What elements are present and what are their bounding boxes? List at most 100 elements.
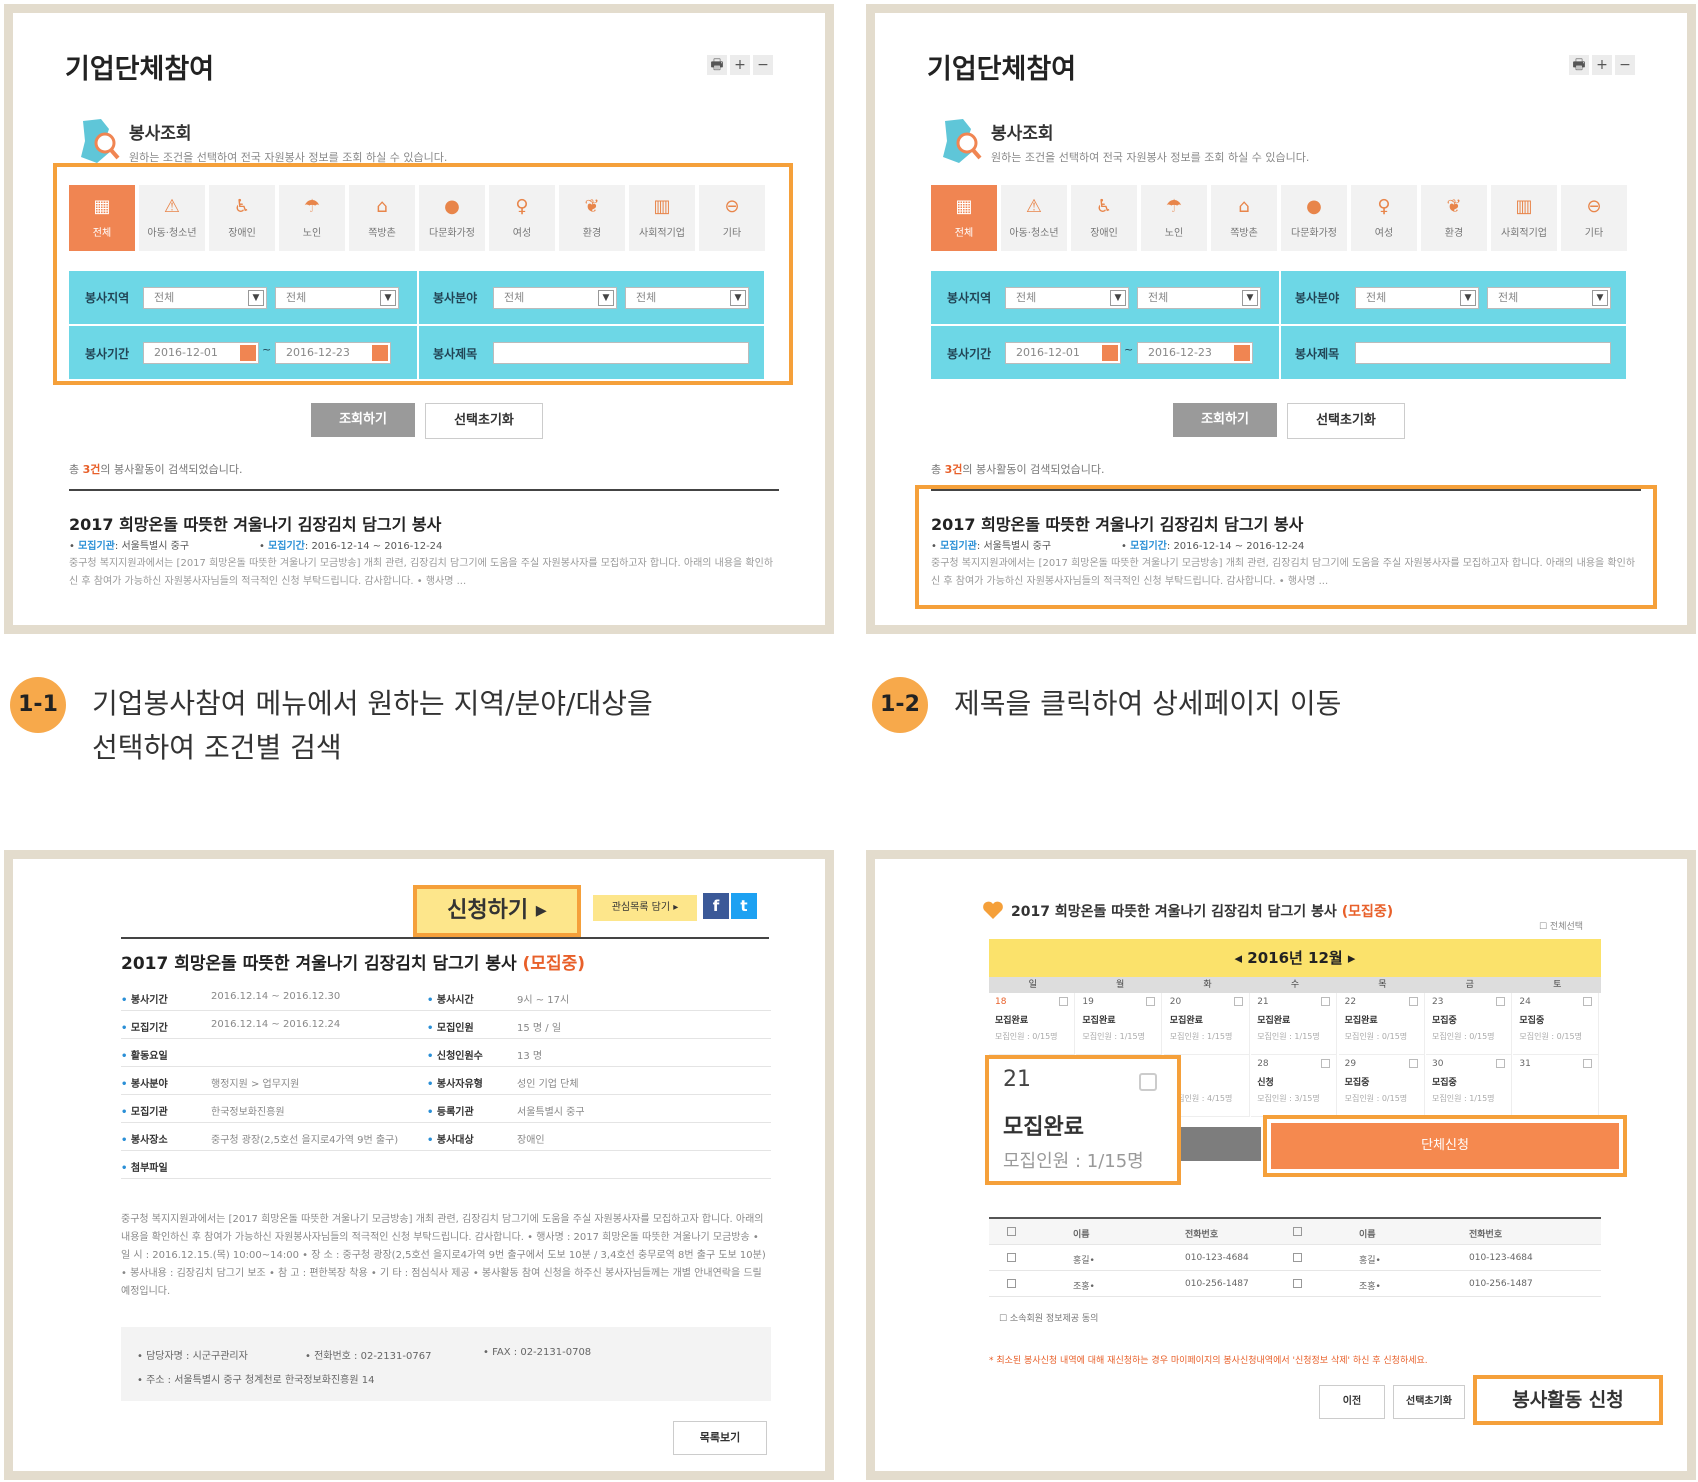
category-tab[interactable]: ⌂ 쪽방촌 — [349, 185, 415, 251]
header-checkbox[interactable] — [1007, 1227, 1016, 1236]
apply-button[interactable]: 신청하기 ▸ — [413, 885, 581, 937]
facebook-icon[interactable]: f — [703, 893, 729, 919]
region-select-1[interactable]: 전체 ▼ — [143, 287, 267, 309]
day-checkbox[interactable] — [1059, 997, 1068, 1006]
region-select-2[interactable]: 전체 ▼ — [275, 287, 399, 309]
detail-key: 등록기관 — [427, 1103, 474, 1118]
day-checkbox[interactable] — [1233, 997, 1243, 1006]
category-tab[interactable]: ▥ 사회적기업 — [629, 185, 695, 251]
calendar-day-cell[interactable]: 22 모집완료 모집인원 : 0/15명 — [1338, 993, 1425, 1055]
day-checkbox[interactable] — [1496, 1059, 1505, 1068]
group-apply-button[interactable]: 단체신청 — [1263, 1115, 1627, 1177]
zoom-in-icon[interactable]: + — [730, 55, 750, 75]
start-date-input[interactable]: 2016-12-01 — [143, 342, 259, 364]
zoom-out-icon[interactable]: − — [1615, 55, 1635, 75]
result-item-title[interactable]: 2017 희망온돌 따뜻한 겨울나기 김장김치 담그기 봉사 — [69, 515, 442, 534]
row-checkbox[interactable] — [1293, 1279, 1302, 1288]
category-tab[interactable]: ● 다문화가정 — [1281, 185, 1347, 251]
twitter-icon[interactable]: t — [731, 893, 757, 919]
calendar-day-cell[interactable]: 30 모집중 모집인원 : 1/15명 — [1426, 1055, 1512, 1117]
zoom-in-icon[interactable]: + — [1592, 55, 1612, 75]
calendar-day-cell[interactable]: 18 모집완료 모집인원 : 0/15명 — [989, 993, 1075, 1055]
calendar-day-cell[interactable]: 19 모집완료 모집인원 : 1/15명 — [1076, 993, 1163, 1055]
category-tab[interactable]: ☂ 노인 — [1141, 185, 1207, 251]
zoom-out-icon[interactable]: − — [753, 55, 773, 75]
calendar-day-cell[interactable]: 23 모집중 모집인원 : 0/15명 — [1426, 993, 1512, 1055]
category-tab[interactable]: ♿ 장애인 — [209, 185, 275, 251]
detail-row: 봉사분야 행정지원 > 업무지원 봉사자유형 성인 기업 단체 — [121, 1067, 771, 1095]
result-item-title[interactable]: 2017 희망온돌 따뜻한 겨울나기 김장김치 담그기 봉사 — [931, 515, 1304, 534]
reset-button[interactable]: 선택초기화 — [425, 403, 543, 439]
day-checkbox[interactable] — [1321, 1059, 1331, 1068]
category-tab[interactable]: ❦ 환경 — [1421, 185, 1487, 251]
page-title: 기업단체참여 — [927, 54, 1077, 85]
region-select-2[interactable]: 전체 ▼ — [1137, 287, 1261, 309]
category-tab[interactable]: ⊖ 기타 — [699, 185, 765, 251]
print-icon[interactable]: 🖶 — [707, 55, 727, 75]
category-tab[interactable]: ● 다문화가정 — [419, 185, 485, 251]
category-tab[interactable]: ⊖ 기타 — [1561, 185, 1627, 251]
calendar-day-cell[interactable]: 24 모집중 모집인원 : 0/15명 — [1513, 993, 1600, 1055]
field-select-2[interactable]: 전체 ▼ — [1487, 287, 1611, 309]
end-date-input[interactable]: 2016-12-23 — [1137, 342, 1253, 364]
day-checkbox[interactable] — [1408, 997, 1418, 1006]
row-checkbox[interactable] — [1007, 1279, 1016, 1288]
category-tab[interactable]: ▥ 사회적기업 — [1491, 185, 1557, 251]
calendar-day-cell[interactable]: 20 모집완료 모집인원 : 1/15명 — [1163, 993, 1250, 1055]
category-tab[interactable]: ❦ 환경 — [559, 185, 625, 251]
detail-key: 첨부파일 — [121, 1159, 168, 1174]
day-checkbox[interactable] — [1496, 997, 1505, 1006]
title-input[interactable] — [1355, 342, 1611, 364]
day-checkbox[interactable] — [1583, 997, 1593, 1006]
search-button[interactable]: 조회하기 — [311, 403, 415, 437]
zoomed-day-cell[interactable]: 21 모집완료 모집인원 : 1/15명 — [985, 1055, 1181, 1185]
panel-search-filter: 기업단체참여 🖶 + − 봉사조회 원하는 조건을 선택하여 전국 자원봉사 정… — [4, 4, 834, 634]
privacy-consent[interactable]: ☐ 소속회원 정보제공 동의 — [999, 1314, 1099, 1324]
calendar-day-cell[interactable]: 31 — [1513, 1055, 1600, 1117]
start-date-input[interactable]: 2016-12-01 — [1005, 342, 1121, 364]
search-form: 봉사지역 전체 ▼ 전체 ▼ 봉사분야 전체 ▼ 전체 ▼ 봉사기간 2016-12-0… — [931, 271, 1626, 379]
minus-circle-icon: ⊖ — [1586, 195, 1602, 217]
field-select-1[interactable]: 전체 ▼ — [1355, 287, 1479, 309]
reset-button[interactable]: 선택초기화 — [1393, 1385, 1465, 1419]
category-tab[interactable]: ⌂ 쪽방촌 — [1211, 185, 1277, 251]
wishlist-button[interactable]: 관심목록 담기 ▸ — [593, 895, 697, 921]
day-checkbox[interactable] — [1139, 1073, 1157, 1091]
calendar-month-nav[interactable]: ◂ 2016년 12월 ▸ — [989, 939, 1601, 977]
field-select-2[interactable]: 전체 ▼ — [625, 287, 749, 309]
category-tab[interactable]: ⚠ 아동·청소년 — [139, 185, 205, 251]
calendar-day-cell[interactable]: 28 신청 모집인원 : 3/15명 — [1251, 1055, 1338, 1117]
select-all-checkbox[interactable]: ☐ 전체선택 — [1539, 922, 1584, 932]
category-tab[interactable]: ▦ 전체 — [69, 185, 135, 251]
calendar-day-cell[interactable]: 29 모집중 모집인원 : 0/15명 — [1338, 1055, 1425, 1117]
calendar-day-cell[interactable]: 모집인원 : 4/15명 — [1163, 1055, 1250, 1117]
category-tab[interactable]: ♀ 여성 — [1351, 185, 1417, 251]
header-checkbox[interactable] — [1293, 1227, 1302, 1236]
end-date-input[interactable]: 2016-12-23 — [275, 342, 391, 364]
category-tab[interactable]: ▦ 전체 — [931, 185, 997, 251]
category-label: 전체 — [954, 227, 974, 239]
category-tab[interactable]: ♀ 여성 — [489, 185, 555, 251]
day-checkbox[interactable] — [1408, 1059, 1418, 1068]
day-count: 모집인원 : 0/15명 — [1519, 1032, 1582, 1041]
day-checkbox[interactable] — [1146, 997, 1156, 1006]
volunteer-apply-button[interactable]: 봉사활동 신청 — [1473, 1375, 1663, 1425]
region-select-1[interactable]: 전체 ▼ — [1005, 287, 1129, 309]
title-input[interactable] — [493, 342, 749, 364]
field-select-1[interactable]: 전체 ▼ — [493, 287, 617, 309]
reset-button[interactable]: 선택초기화 — [1287, 403, 1405, 439]
row-checkbox[interactable] — [1293, 1253, 1302, 1262]
prev-button[interactable]: 이전 — [1319, 1385, 1385, 1419]
search-button[interactable]: 조회하기 — [1173, 403, 1277, 437]
page-controls: 🖶 + − — [1569, 55, 1635, 75]
category-tab[interactable]: ♿ 장애인 — [1071, 185, 1137, 251]
day-checkbox[interactable] — [1583, 1059, 1593, 1068]
list-button[interactable]: 목록보기 — [673, 1421, 767, 1455]
day-checkbox[interactable] — [1321, 997, 1331, 1006]
result-count: 총 3건의 봉사활동이 검색되었습니다. — [69, 463, 243, 476]
category-tab[interactable]: ☂ 노인 — [279, 185, 345, 251]
row-checkbox[interactable] — [1007, 1253, 1016, 1262]
calendar-day-cell[interactable]: 21 모집완료 모집인원 : 1/15명 — [1251, 993, 1338, 1055]
print-icon[interactable]: 🖶 — [1569, 55, 1589, 75]
category-tab[interactable]: ⚠ 아동·청소년 — [1001, 185, 1067, 251]
